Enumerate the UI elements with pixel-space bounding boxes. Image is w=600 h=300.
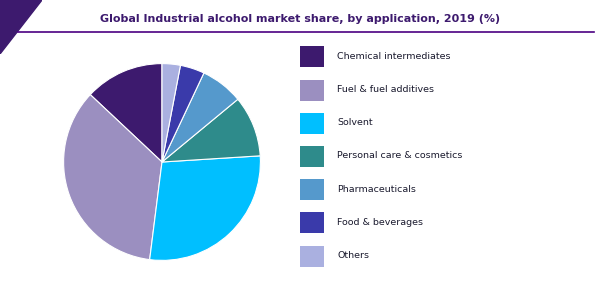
Text: Personal care & cosmetics: Personal care & cosmetics: [337, 151, 463, 160]
Text: Solvent: Solvent: [337, 118, 373, 127]
FancyBboxPatch shape: [300, 113, 325, 134]
FancyBboxPatch shape: [300, 212, 325, 233]
Text: Global Industrial alcohol market share, by application, 2019 (%): Global Industrial alcohol market share, …: [100, 14, 500, 23]
Text: Fuel & fuel additives: Fuel & fuel additives: [337, 85, 434, 94]
Text: Others: Others: [337, 251, 370, 260]
Wedge shape: [90, 64, 162, 162]
Wedge shape: [162, 73, 238, 162]
Text: Pharmaceuticals: Pharmaceuticals: [337, 184, 416, 194]
Text: Chemical intermediates: Chemical intermediates: [337, 52, 451, 61]
FancyBboxPatch shape: [300, 146, 325, 167]
FancyBboxPatch shape: [300, 246, 325, 266]
Text: Food & beverages: Food & beverages: [337, 218, 424, 227]
FancyBboxPatch shape: [300, 80, 325, 100]
Wedge shape: [64, 94, 162, 260]
Wedge shape: [162, 99, 260, 162]
Wedge shape: [149, 156, 260, 260]
Polygon shape: [0, 0, 42, 54]
FancyBboxPatch shape: [300, 46, 325, 67]
Wedge shape: [162, 64, 181, 162]
Wedge shape: [162, 65, 204, 162]
FancyBboxPatch shape: [300, 179, 325, 200]
